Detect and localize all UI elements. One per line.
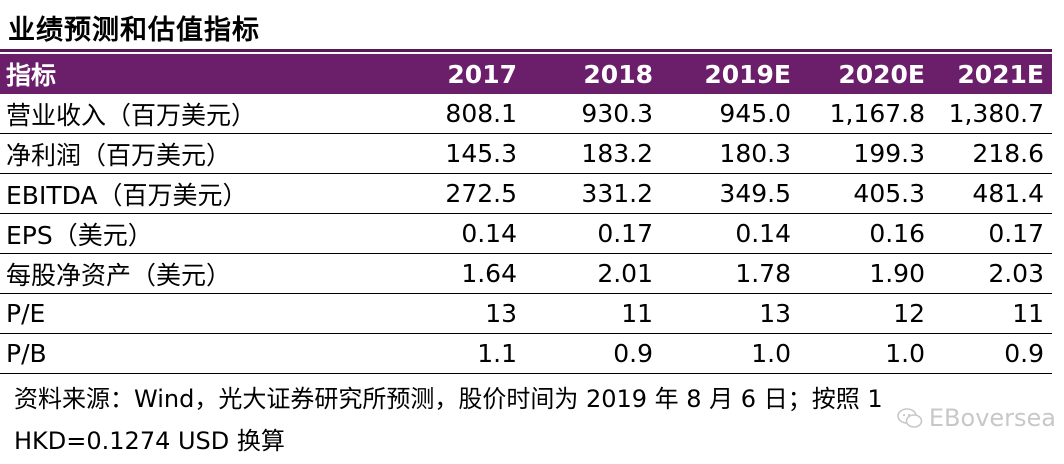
cell-value: 1.0: [661, 333, 799, 374]
cell-value: 481.4: [933, 173, 1052, 214]
cell-value: 199.3: [799, 133, 933, 174]
cell-value: 0.9: [933, 333, 1052, 374]
watermark: EBoversea: [897, 404, 1056, 432]
cell-value: 13: [395, 293, 525, 334]
row-label: 每股净资产（美元）: [0, 253, 395, 294]
cell-value: 331.2: [525, 173, 661, 214]
cell-value: 0.16: [799, 213, 933, 254]
cell-value: 180.3: [661, 133, 799, 174]
cell-value: 0.14: [661, 213, 799, 254]
cell-value: 1.78: [661, 253, 799, 294]
cell-value: 2.03: [933, 253, 1052, 294]
table-row: EBITDA（百万美元） 272.5 331.2 349.5 405.3 481…: [0, 173, 1052, 214]
table-title: 业绩预测和估值指标: [8, 15, 260, 46]
source-note-line1: 资料来源：Wind，光大证券研究所预测，股价时间为 2019 年 8 月 6 日…: [14, 385, 883, 413]
table-row: EPS（美元） 0.14 0.17 0.14 0.16 0.17: [0, 213, 1052, 254]
cell-value: 0.17: [933, 213, 1052, 254]
row-label: 净利润（百万美元）: [0, 133, 395, 174]
cell-value: 272.5: [395, 173, 525, 214]
row-label: P/E: [0, 293, 395, 334]
cell-value: 1.1: [395, 333, 525, 374]
cell-value: 405.3: [799, 173, 933, 214]
cell-value: 145.3: [395, 133, 525, 174]
row-label: 营业收入（百万美元）: [0, 94, 395, 134]
cell-value: 11: [525, 293, 661, 334]
cell-value: 930.3: [525, 94, 661, 134]
source-note-line2: HKD=0.1274 USD 换算: [14, 427, 285, 455]
header-2020e: 2020E: [799, 54, 933, 94]
cell-value: 808.1: [395, 94, 525, 134]
cell-value: 11: [933, 293, 1052, 334]
cell-value: 218.6: [933, 133, 1052, 174]
source-note: 资料来源：Wind，光大证券研究所预测，股价时间为 2019 年 8 月 6 日…: [14, 378, 1014, 462]
table-row: 营业收入（百万美元） 808.1 930.3 945.0 1,167.8 1,3…: [0, 94, 1052, 134]
table-header-row: 指标 2017 2018 2019E 2020E 2021E: [0, 54, 1052, 94]
cell-value: 1,167.8: [799, 94, 933, 134]
cell-value: 0.9: [525, 333, 661, 374]
table-row: P/E 13 11 13 12 11: [0, 293, 1052, 334]
cell-value: 13: [661, 293, 799, 334]
cell-value: 1,380.7: [933, 94, 1052, 134]
header-indicator: 指标: [0, 54, 395, 94]
cell-value: 349.5: [661, 173, 799, 214]
cell-value: 183.2: [525, 133, 661, 174]
table-row: 每股净资产（美元） 1.64 2.01 1.78 1.90 2.03: [0, 253, 1052, 294]
header-2018: 2018: [525, 54, 661, 94]
cell-value: 0.17: [525, 213, 661, 254]
cell-value: 0.14: [395, 213, 525, 254]
row-label: EPS（美元）: [0, 213, 395, 254]
title-divider: [0, 49, 1052, 52]
header-2021e: 2021E: [933, 54, 1052, 94]
table-row: P/B 1.1 0.9 1.0 1.0 0.9: [0, 333, 1052, 374]
cell-value: 945.0: [661, 94, 799, 134]
cell-value: 12: [799, 293, 933, 334]
row-label: EBITDA（百万美元）: [0, 173, 395, 214]
financial-forecast-table: 指标 2017 2018 2019E 2020E 2021E 营业收入（百万美元…: [0, 54, 1052, 374]
wechat-icon: [897, 407, 923, 429]
table-row: 净利润（百万美元） 145.3 183.2 180.3 199.3 218.6: [0, 133, 1052, 174]
cell-value: 1.90: [799, 253, 933, 294]
row-label: P/B: [0, 333, 395, 374]
cell-value: 1.0: [799, 333, 933, 374]
header-2019e: 2019E: [661, 54, 799, 94]
watermark-text: EBoversea: [928, 404, 1056, 432]
cell-value: 2.01: [525, 253, 661, 294]
header-2017: 2017: [395, 54, 525, 94]
cell-value: 1.64: [395, 253, 525, 294]
